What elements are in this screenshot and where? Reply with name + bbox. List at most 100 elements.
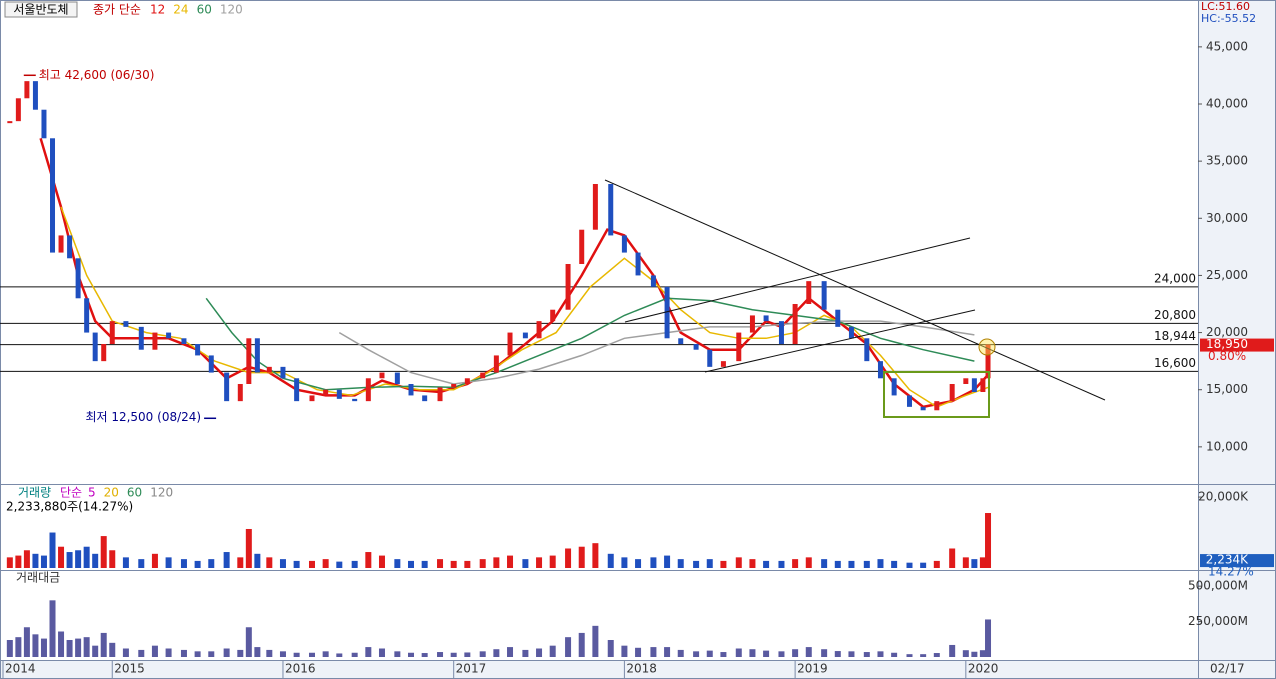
volume-summary: 2,233,880주(14.27%) (6, 500, 133, 514)
volume-bar (985, 513, 992, 568)
volume-bar (763, 560, 770, 568)
volume-bar (40, 638, 47, 657)
volume-bar (40, 555, 47, 568)
volume-bar (138, 649, 145, 657)
volume-bar (122, 648, 129, 657)
price-bar (493, 355, 499, 373)
volume-bar (421, 653, 428, 657)
price-bar (821, 281, 827, 310)
price-bar (906, 395, 912, 407)
price-bar (58, 235, 64, 253)
volume-bar (49, 600, 56, 657)
price-bar (693, 344, 699, 350)
volume-bar (821, 649, 828, 657)
volume-bar (549, 555, 556, 568)
volume-bar (237, 557, 244, 568)
volume-bar (971, 651, 978, 657)
lc-label: LC:51.60 (1201, 0, 1250, 13)
price-bar (280, 366, 286, 379)
volume-bar (223, 552, 230, 568)
volume-bar (266, 649, 273, 657)
volume-bar (720, 652, 727, 657)
y-tick-label: 15,000 (1206, 382, 1248, 396)
volume-bar (493, 649, 500, 657)
price-bar (123, 321, 129, 327)
volume-bar (933, 560, 940, 568)
volume-bar (308, 652, 315, 657)
volume-bar (650, 647, 657, 657)
volume-bar (778, 651, 785, 657)
volume-bar (293, 560, 300, 568)
price-bar (138, 326, 144, 350)
last-volume-box (1200, 554, 1274, 568)
volume-bar (565, 637, 572, 657)
y-tick-label: 25,000 (1206, 268, 1248, 282)
volume-bar (536, 557, 543, 568)
volume-bar (621, 557, 628, 568)
price-bar (864, 338, 870, 362)
volume-bar (493, 557, 500, 568)
volume-bar (208, 559, 215, 568)
volume-bar (32, 553, 39, 568)
volume-bar (792, 649, 799, 657)
volume-bar (464, 560, 471, 568)
price-bar (166, 332, 172, 339)
legend-entry: 24 (173, 3, 188, 17)
price-bar (877, 361, 883, 379)
volume-bar (32, 634, 39, 657)
volume-bar (877, 651, 884, 657)
volume-bar (83, 546, 90, 568)
volume-bar (677, 559, 684, 568)
volume-bar (706, 559, 713, 568)
volume-bar (891, 652, 898, 657)
price-bar (408, 384, 414, 396)
volume-bar (877, 559, 884, 568)
price-bar (422, 395, 428, 402)
volume-bar (75, 550, 82, 568)
title-box[interactable] (4, 1, 78, 18)
volume-bar (378, 555, 385, 568)
price-bar (224, 372, 230, 402)
volume-bar (985, 619, 992, 657)
y-tick-label: 500,000M (1188, 579, 1248, 593)
volume-bar (109, 642, 116, 657)
time-axis-background (0, 660, 1276, 679)
volume-bar (165, 557, 172, 568)
y-tick-label: 30,000 (1206, 211, 1248, 225)
volume-bar (863, 560, 870, 568)
price-bar (41, 109, 47, 139)
volume-bar (279, 651, 286, 657)
volume-bar (322, 651, 329, 657)
price-bar (522, 332, 528, 339)
price-bar (480, 372, 486, 379)
y-tick-label: 35,000 (1206, 154, 1248, 168)
volume-bar (920, 562, 927, 568)
level-label: 20,800 (1154, 308, 1196, 322)
volume-bar (821, 559, 828, 568)
volume-bar (664, 647, 671, 657)
volume-bar (962, 650, 969, 657)
price-bar (152, 332, 158, 350)
price-bar (437, 387, 443, 402)
price-bar (67, 235, 73, 259)
level-label: 24,000 (1154, 271, 1196, 285)
price-bar (7, 121, 13, 124)
volume-bar (848, 560, 855, 568)
volume-bar (66, 640, 73, 657)
price-bar (451, 384, 457, 388)
x-tick-label: 2020 (968, 662, 999, 676)
volume-bar (254, 647, 261, 657)
volume-bar (194, 651, 201, 657)
volume-bar (933, 653, 940, 657)
price-bar (309, 395, 315, 402)
level-label: 16,600 (1154, 356, 1196, 370)
price-bar (246, 338, 252, 384)
volume-bar (23, 550, 30, 568)
volume-bar (479, 559, 486, 568)
volume-bar (565, 548, 572, 568)
x-tick-label: 2014 (5, 662, 36, 676)
volume-bar (109, 550, 116, 568)
price-bar (15, 98, 21, 122)
highlight-circle (978, 338, 996, 356)
price-bar (763, 315, 769, 322)
